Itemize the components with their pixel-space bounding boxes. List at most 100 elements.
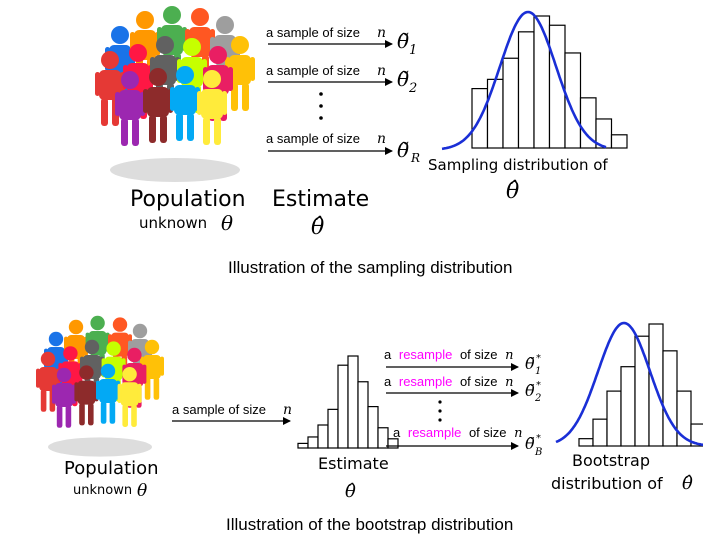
person-figure (52, 367, 76, 428)
dot (319, 104, 323, 108)
top-sample-arrow-R: a sample of size n θ̃ R (266, 131, 420, 165)
top-sampling-dist-label: Sampling distribution of (428, 156, 608, 174)
of-size-text: of size (469, 425, 507, 440)
theta-tilde-symbol: θ̃ (525, 354, 535, 373)
bottom-unknown-theta: θ (137, 481, 147, 501)
histogram-bar (592, 418, 608, 447)
theta-star: * (536, 380, 541, 391)
person-figure (140, 339, 164, 400)
theta-subscript: B (534, 447, 542, 458)
top-crowd-illustration (95, 6, 255, 182)
bottom-unknown-label: unknown (73, 483, 132, 498)
person-figure (170, 66, 200, 141)
dot (319, 92, 323, 96)
bootstrap-normal-curve (555, 321, 703, 447)
arrow-label-n: n (505, 348, 513, 363)
theta-subscript: R (410, 151, 420, 165)
histogram-bar (307, 436, 319, 449)
person-figure (143, 68, 173, 143)
prefix-a: a (393, 425, 401, 440)
histogram-bar (502, 57, 520, 149)
person-figure (115, 71, 145, 146)
top-estimate-theta-hat: θ̂ (311, 215, 324, 240)
top-estimate-label: Estimate (272, 187, 369, 212)
resample-label: a resample of size n (393, 425, 523, 441)
dot (319, 116, 323, 120)
histogram-bar (595, 118, 613, 149)
bottom-sample-arrow: a sample of size n (172, 402, 292, 425)
person-figure (197, 70, 227, 145)
resample-label: a resample of size n (384, 374, 514, 390)
person-figure (95, 51, 125, 126)
histogram-bar (357, 381, 369, 449)
histogram-bar (676, 390, 692, 447)
arrow-label-text: a sample of size (266, 25, 360, 40)
histogram-bar (578, 438, 594, 447)
arrow-label-text: a sample of size (266, 63, 360, 78)
histogram-bar (327, 408, 339, 449)
theta-tilde-symbol: θ̃ (397, 67, 409, 91)
bootstrap-histogram (578, 323, 703, 447)
bootstrap-label-line1: Bootstrap (572, 451, 650, 470)
person-figure (225, 36, 255, 111)
theta-star: * (536, 353, 541, 364)
of-size-text: of size (460, 347, 498, 362)
top-unknown-theta: θ (221, 211, 233, 235)
arrow-label-text: a sample of size (172, 402, 266, 417)
dot (438, 409, 442, 413)
histogram-bar (297, 442, 309, 449)
histogram-bar (690, 423, 703, 447)
bottom-caption: Illustration of the bootstrap distributi… (226, 515, 513, 534)
bottom-estimate-theta-hat: θ̂ (345, 481, 356, 502)
theta-star: * (536, 433, 541, 444)
prefix-a: a (384, 347, 392, 362)
theta-tilde-symbol: θ̃ (397, 29, 409, 53)
arrow-label-n: n (505, 375, 513, 390)
theta-subscript: 2 (534, 393, 541, 404)
histogram-bar (610, 134, 628, 149)
histogram-bar (347, 355, 359, 449)
arrow-label-n: n (283, 402, 292, 418)
top-sample-arrow-2: a sample of size n θ̃ 2 (266, 63, 417, 96)
histogram-bar (337, 364, 349, 449)
top-sampling-dist-theta-hat: θ̂ (506, 179, 519, 204)
histogram-bar (533, 15, 551, 149)
top-normal-curve (441, 10, 607, 151)
bottom-crowd-illustration (36, 315, 164, 457)
resample-label: a resample of size n (384, 347, 514, 363)
top-caption: Illustration of the sampling distributio… (228, 258, 512, 277)
theta-subscript: 2 (408, 81, 417, 96)
arrow-label-n: n (377, 25, 386, 41)
dot (438, 400, 442, 404)
arrow-label-text: a sample of size (266, 131, 360, 146)
bottom-resample-arrow-2: a resample of size n θ̃ * 2 (384, 374, 541, 404)
bottom-resample-arrow-B: a resample of size n θ̃ * B (386, 425, 542, 458)
of-size-text: of size (460, 374, 498, 389)
bootstrap-theta-hat: θ̂ (682, 473, 693, 494)
theta-subscript: 1 (409, 43, 417, 58)
person-figure (117, 367, 142, 427)
histogram-bar (620, 366, 636, 447)
histogram-bar (317, 424, 329, 449)
bootstrap-label-line2: distribution of (551, 474, 663, 493)
top-sample-arrow-1: a sample of size n θ̃ 1 (266, 25, 417, 58)
bottom-estimate-histogram (297, 355, 399, 449)
theta-tilde-symbol: θ̃ (525, 434, 535, 453)
arrow-label-n: n (377, 131, 386, 147)
person-figure (96, 363, 120, 424)
histogram-bar (606, 390, 622, 447)
arrow-label-n: n (514, 426, 522, 441)
bottom-resample-arrow-1: a resample of size n θ̃ * 1 (384, 347, 541, 377)
top-unknown-label: unknown (139, 214, 207, 232)
bottom-estimate-label: Estimate (318, 454, 389, 473)
histogram-bar (486, 78, 504, 149)
top-vertical-dots (319, 92, 323, 120)
histogram-bar (377, 427, 389, 449)
prefix-a: a (384, 374, 392, 389)
histogram-bar (662, 350, 678, 447)
arrow-label-n: n (377, 63, 386, 79)
theta-tilde-symbol: θ̃ (397, 138, 409, 162)
histogram-bar (367, 406, 379, 449)
crowd-shadow (110, 158, 240, 182)
